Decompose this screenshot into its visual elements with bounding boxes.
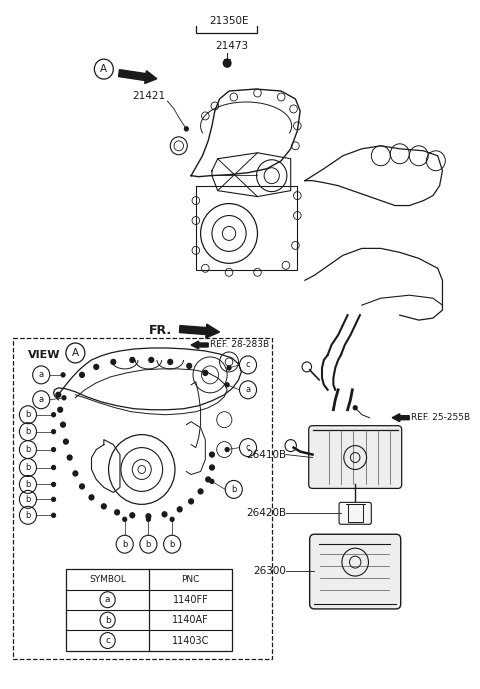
Circle shape — [101, 504, 106, 509]
Circle shape — [168, 360, 173, 364]
Text: b: b — [105, 616, 110, 625]
FancyBboxPatch shape — [339, 502, 372, 524]
Circle shape — [206, 477, 211, 482]
Circle shape — [80, 484, 84, 489]
Bar — [13, 338, 272, 659]
Circle shape — [130, 358, 135, 362]
Text: a: a — [245, 385, 251, 394]
Text: 1140FF: 1140FF — [173, 595, 208, 605]
Text: 26410B: 26410B — [246, 449, 286, 460]
Text: 21421: 21421 — [132, 91, 166, 101]
Bar — [66, 569, 232, 650]
Circle shape — [52, 466, 56, 469]
Circle shape — [187, 363, 192, 369]
Circle shape — [184, 127, 188, 131]
Circle shape — [353, 406, 357, 410]
Circle shape — [52, 413, 56, 417]
Circle shape — [225, 448, 229, 451]
Text: b: b — [25, 427, 31, 436]
Circle shape — [210, 480, 214, 484]
Circle shape — [111, 360, 116, 364]
Circle shape — [210, 452, 215, 457]
Circle shape — [89, 495, 94, 500]
Circle shape — [94, 364, 98, 369]
Circle shape — [73, 471, 78, 476]
Circle shape — [162, 512, 167, 517]
Text: c: c — [246, 360, 251, 369]
Circle shape — [115, 510, 120, 515]
FancyBboxPatch shape — [309, 426, 402, 489]
Text: 21473: 21473 — [215, 41, 248, 51]
Circle shape — [225, 383, 229, 387]
Circle shape — [227, 366, 231, 370]
Text: b: b — [169, 539, 175, 548]
Text: A: A — [72, 348, 79, 358]
Circle shape — [80, 372, 84, 378]
Circle shape — [210, 465, 215, 470]
Circle shape — [149, 358, 154, 362]
Circle shape — [52, 482, 56, 486]
FancyArrow shape — [119, 70, 157, 83]
Text: PNC: PNC — [181, 575, 200, 584]
Circle shape — [146, 514, 151, 519]
FancyArrow shape — [180, 324, 219, 338]
Text: c: c — [246, 443, 251, 452]
Circle shape — [130, 513, 135, 518]
Text: b: b — [25, 463, 31, 472]
Circle shape — [56, 392, 60, 398]
Text: b: b — [231, 485, 237, 494]
Text: c: c — [105, 636, 110, 645]
Text: 11403C: 11403C — [172, 635, 209, 646]
Text: b: b — [25, 495, 31, 504]
Circle shape — [170, 517, 174, 522]
Text: a: a — [39, 371, 44, 380]
Circle shape — [123, 517, 127, 522]
Circle shape — [198, 489, 203, 494]
Text: 21350E: 21350E — [209, 17, 249, 26]
Circle shape — [146, 517, 150, 522]
Text: 26420B: 26420B — [246, 508, 286, 518]
Circle shape — [189, 499, 193, 504]
Text: a: a — [105, 595, 110, 604]
Text: b: b — [25, 511, 31, 520]
Text: SYMBOL: SYMBOL — [89, 575, 126, 584]
Text: REF. 28-283B: REF. 28-283B — [210, 340, 269, 349]
Text: A: A — [100, 64, 108, 74]
Circle shape — [62, 395, 66, 400]
Text: b: b — [146, 539, 151, 548]
Text: 26300: 26300 — [253, 566, 286, 576]
Circle shape — [61, 373, 65, 377]
FancyBboxPatch shape — [310, 534, 401, 609]
FancyArrow shape — [392, 413, 409, 422]
Circle shape — [177, 507, 182, 512]
Circle shape — [203, 371, 208, 376]
Text: REF. 25-255B: REF. 25-255B — [411, 413, 470, 422]
Circle shape — [52, 430, 56, 433]
Text: b: b — [25, 445, 31, 454]
Text: VIEW: VIEW — [28, 350, 60, 360]
Circle shape — [63, 439, 68, 444]
Text: FR.: FR. — [148, 324, 171, 336]
Circle shape — [52, 448, 56, 451]
Circle shape — [67, 455, 72, 460]
Text: a: a — [39, 395, 44, 404]
Text: b: b — [122, 539, 127, 548]
Circle shape — [58, 407, 62, 412]
FancyArrow shape — [191, 341, 208, 349]
Circle shape — [60, 422, 65, 427]
Circle shape — [223, 59, 231, 67]
Text: 1140AF: 1140AF — [172, 615, 209, 625]
Text: b: b — [25, 480, 31, 489]
Circle shape — [52, 513, 56, 517]
Circle shape — [52, 497, 56, 502]
Text: b: b — [25, 410, 31, 419]
